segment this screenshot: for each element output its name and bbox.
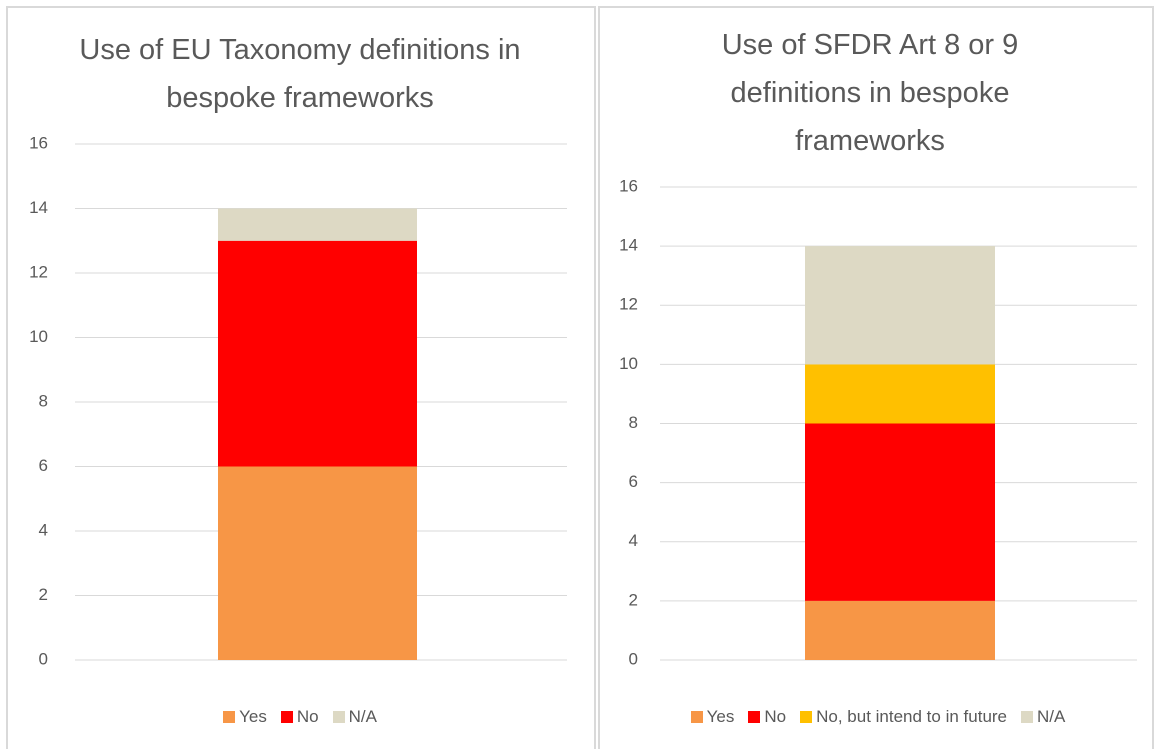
legend-item: N/A [332, 707, 377, 727]
legend-item: N/A [1021, 707, 1065, 727]
legend-swatch [223, 711, 236, 723]
bar-segment [805, 423, 995, 601]
y-tick-label: 12 [29, 262, 48, 281]
y-tick-label: 12 [619, 295, 638, 314]
legend-swatch [800, 711, 813, 723]
y-tick-label: 10 [29, 327, 48, 346]
legend-label: No [764, 707, 787, 726]
y-tick-label: 4 [629, 531, 638, 550]
y-tick-label: 16 [29, 133, 48, 152]
y-tick-label: 10 [619, 354, 638, 373]
y-tick-label: 8 [39, 391, 48, 410]
y-tick-label: 0 [629, 649, 638, 668]
bar-segment [805, 600, 995, 660]
legend-swatch [748, 711, 761, 723]
legend-label: N/A [1037, 707, 1066, 726]
legend-item: No, but intend to in future [800, 707, 1007, 727]
legend-swatch [690, 711, 703, 723]
chart-title: Use of EU Taxonomy definitions in bespok… [79, 34, 521, 114]
legend: Yes No No, but intend to in future N/A [604, 704, 1152, 730]
legend-item: Yes [223, 707, 267, 727]
legend-label: No [296, 707, 319, 726]
y-tick-label: 14 [619, 236, 638, 255]
legend-item: No [280, 707, 319, 727]
legend-label: N/A [348, 707, 377, 726]
bar-segment [218, 208, 417, 241]
legend-swatch [280, 711, 293, 723]
legend-swatch [332, 711, 345, 723]
bar-segment [218, 240, 417, 467]
legend-item: No [748, 707, 786, 727]
y-tick-label: 2 [629, 590, 638, 609]
y-tick-label: 6 [39, 456, 48, 475]
legend-swatch [1021, 711, 1034, 723]
y-tick-label: 8 [629, 413, 638, 432]
bar-segment [805, 364, 995, 424]
chart-title: Use of SFDR Art 8 or 9 definitions in be… [721, 29, 1019, 157]
y-tick-label: 14 [29, 198, 48, 217]
y-tick-label: 16 [619, 176, 638, 195]
y-tick-label: 6 [629, 472, 638, 491]
legend-label: Yes [706, 707, 735, 726]
bar-segment [218, 466, 417, 660]
y-tick-label: 2 [39, 585, 48, 604]
y-tick-label: 4 [39, 520, 48, 539]
legend-label: No, but intend to in future [816, 707, 1008, 726]
y-tick-label: 0 [39, 649, 48, 668]
legend-label: Yes [239, 707, 267, 726]
legend-item: Yes [690, 707, 735, 727]
bar-segment [805, 246, 995, 365]
legend: Yes No N/A [10, 704, 590, 730]
